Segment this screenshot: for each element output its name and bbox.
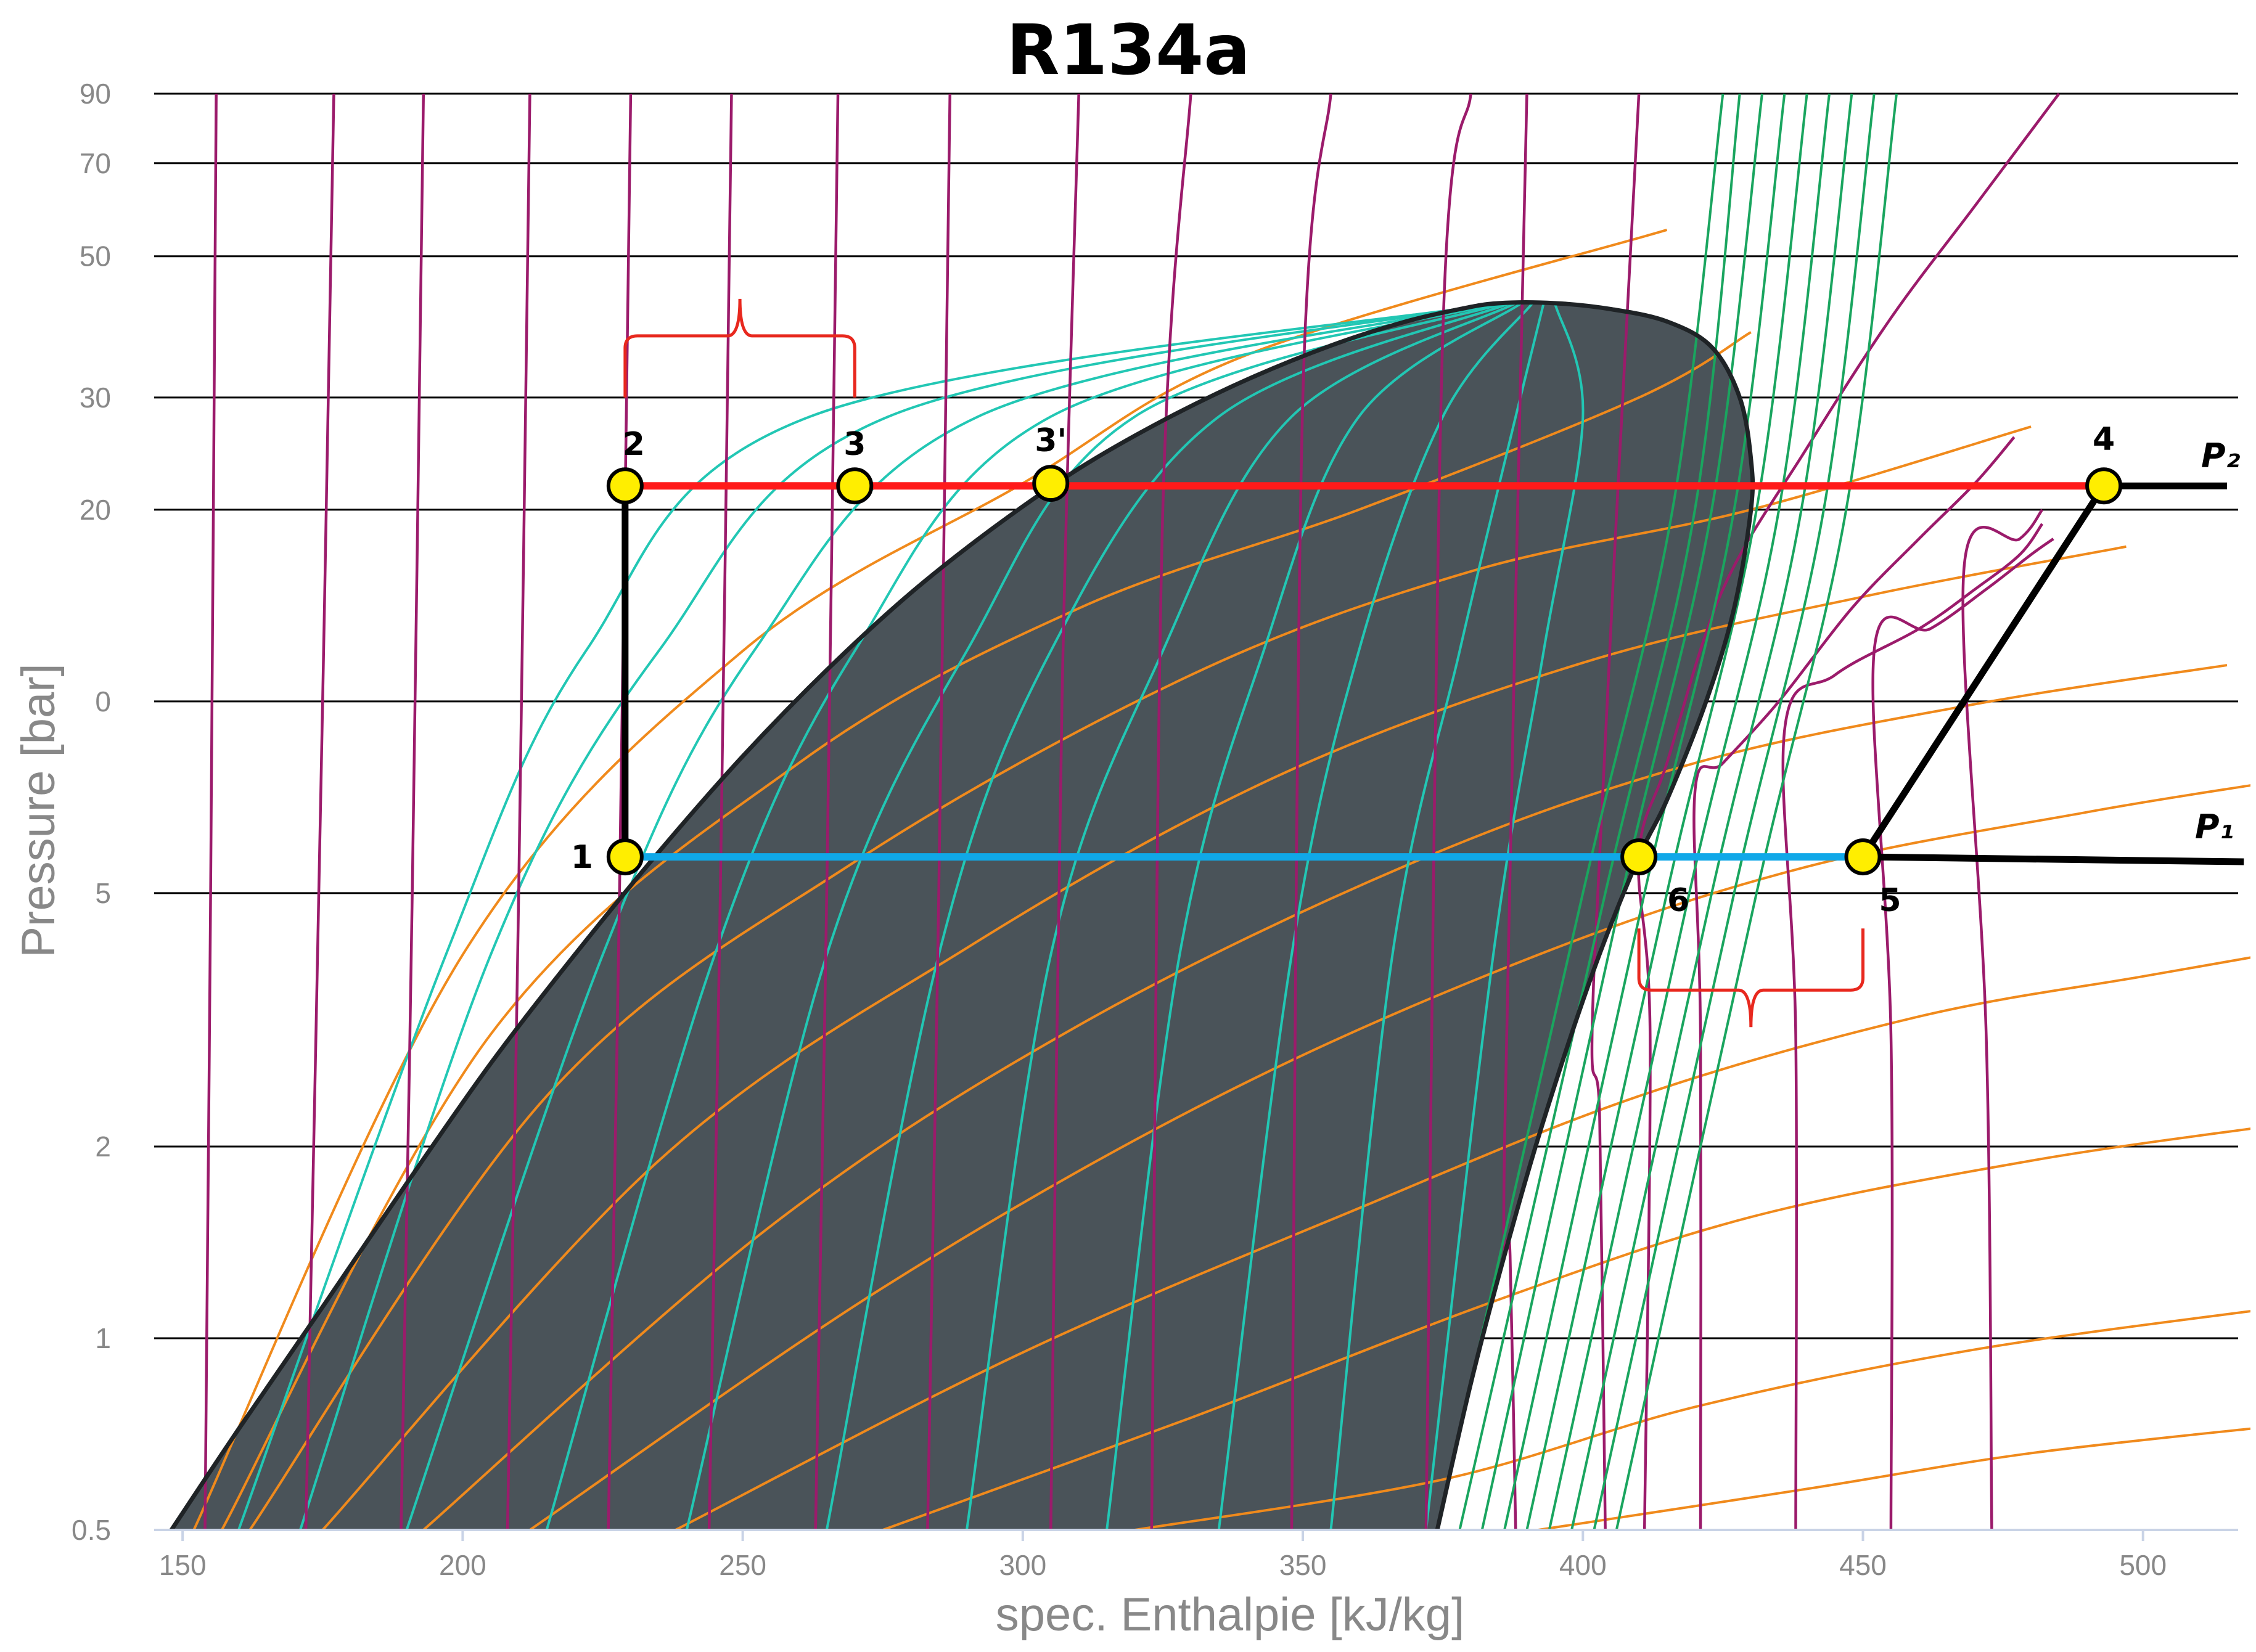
isotherm-1 [304,93,335,1529]
y-tick-label-8: 70 [80,147,111,179]
cycle-point-0 [606,838,644,876]
cycle-point-3 [1032,465,1070,502]
saturation-dome-outline [170,300,1755,1529]
isentrope-8 [1615,93,1898,1529]
brace-0 [623,298,856,398]
y-tick-label-9: 90 [80,78,111,110]
x-tick-label-3: 300 [999,1549,1046,1581]
x-tick-label-7: 500 [2119,1549,2167,1581]
quality-line-6 [966,302,1517,1529]
isentrope-5 [1548,93,1831,1529]
cycle-point-5 [1844,838,1882,876]
process-segment-1 [1860,484,2107,859]
x-tick-label-1: 200 [439,1549,486,1581]
isochore-0 [193,229,1668,1529]
isotherm-10 [1290,93,1332,1529]
isochore-9 [1538,1427,2250,1529]
cycle-point-label-5: 5 [1879,882,1901,919]
isotherm-7 [926,93,951,1529]
p1-label: P₁ [2195,808,2234,846]
pressure-tail-1 [1863,853,2244,865]
quality-line-7 [1105,302,1522,1529]
isotherm-3 [506,93,531,1529]
x-tick-label-6: 450 [1839,1549,1887,1581]
x-tick-label-0: 150 [159,1549,207,1581]
refrigeration-cycle: 1 2 3 3' 6 5 4 P₂ P₁ [571,298,2244,1028]
isotherm-2 [400,93,425,1529]
isotherm-6 [814,93,840,1529]
cycle-point-1 [606,467,644,505]
isentrope-7 [1593,93,1876,1529]
cycle-point-label-1: 2 [623,426,645,463]
isentrope-1 [1458,93,1741,1529]
isotherm-13 [1590,93,1641,1529]
quality-line-8 [1218,302,1534,1529]
quality-line-0 [237,301,1499,1529]
isotherm-5 [707,93,733,1529]
y-tick-label-0: 0.5 [72,1514,111,1546]
isentrope-4 [1525,93,1808,1529]
isotherm-16 [1781,523,2044,1529]
quality-line-1 [299,301,1499,1529]
quality-line-5 [826,301,1511,1529]
quality-line-4 [686,301,1505,1529]
isentrope-0 [1436,93,1725,1529]
x-axis-label: spec. Enthalpie [kJ/kg] [996,1589,1464,1641]
isochore-4 [423,664,2228,1529]
quality-line-3 [546,301,1499,1529]
y-tick-label-4: 0 [95,685,111,718]
isotherm-14 [1637,92,2061,1529]
isentrope-6 [1570,93,1853,1529]
isotherm-15 [1692,436,2016,1529]
y-axis-label: Pressure [bar] [12,663,65,957]
cycle-point-label-3: 3' [1035,422,1067,459]
isotherm-18 [1961,509,2044,1529]
cycle-point-2 [836,467,874,505]
isotherm-0 [203,93,218,1529]
isotherm-lines [203,92,2061,1529]
isochore-5 [529,784,2250,1529]
y-tick-label-2: 2 [95,1131,111,1163]
x-tick-label-2: 250 [719,1549,766,1581]
cycle-point-4 [1620,838,1658,876]
cycle-point-label-6: 4 [2093,421,2115,458]
y-tick-label-6: 30 [80,382,111,414]
cycle-point-label-4: 6 [1667,882,1689,919]
brace-1 [1637,928,1865,1028]
chart-title: R134a [1006,10,1250,91]
isentrope-lines [1436,93,1898,1529]
vapor-quality-lines [237,301,1585,1529]
y-tick-label-7: 50 [80,240,111,272]
isentrope-2 [1481,93,1763,1529]
quality-line-10 [1425,303,1585,1529]
isochore-7 [882,1127,2250,1529]
isotherm-8 [1049,93,1080,1529]
y-tick-label-5: 20 [80,494,111,526]
cycle-point-label-2: 3 [843,426,866,463]
p2-label: P₂ [2201,436,2241,475]
cycle-point-label-0: 1 [571,839,593,876]
isotherm-12 [1502,93,1528,1529]
saturation-dome [172,302,1753,1529]
x-tick-label-5: 400 [1559,1549,1607,1581]
isochore-8 [1134,1310,2250,1529]
cycle-point-6 [2085,467,2123,505]
x-tick-label-4: 350 [1279,1549,1327,1581]
y-tick-label-1: 1 [95,1322,111,1354]
y-tick-label-3: 5 [95,877,111,909]
isotherm-17 [1871,538,2054,1529]
plot-area [170,92,2250,1529]
isochore-2 [249,425,2032,1529]
isentrope-3 [1503,93,1786,1529]
isotherm-9 [1150,93,1192,1529]
isotherm-11 [1424,93,1472,1529]
isochore-6 [675,956,2250,1529]
